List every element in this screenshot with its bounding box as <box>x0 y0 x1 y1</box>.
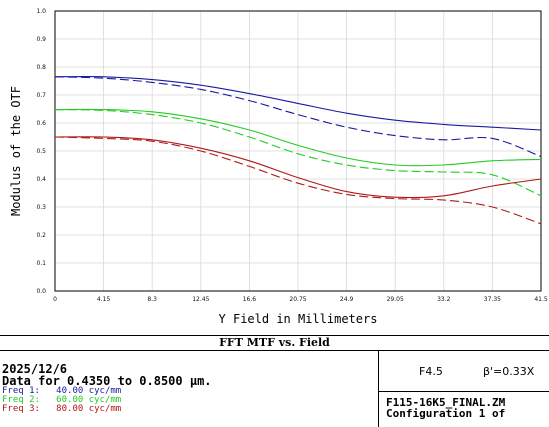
chart-ticks: 0 4.15 8.3 12.45 16.6 20.75 24.9 29.05 33.2 37.35… <box>36 8 547 303</box>
y-tick-label: 0.4 <box>36 176 46 183</box>
x-tick-label: 37.35 <box>484 296 501 303</box>
x-axis-title: Y Field in Millimeters <box>219 312 378 326</box>
y-axis-title: Modulus of the OTF <box>9 86 23 216</box>
mtf-series-line <box>54 136 542 199</box>
lens-specs: F4.5 β'=0.33X <box>379 351 549 392</box>
plot-frame <box>54 10 542 292</box>
x-tick-label: 4.15 <box>97 296 111 303</box>
y-tick-label: 0.8 <box>36 64 46 71</box>
x-tick-label: 16.6 <box>243 296 257 303</box>
x-tick-label: 20.75 <box>289 296 306 303</box>
magnification: β'=0.33X <box>483 365 535 378</box>
frequency-legend-entry: Freq 2: 60.00 cyc/mm <box>2 395 122 405</box>
y-tick-label: 1.0 <box>36 8 46 15</box>
analysis-info: 2025/12/6 Data for 0.4350 to 0.8500 µm. … <box>2 363 212 414</box>
y-tick-label: 0.3 <box>36 204 46 211</box>
mtf-series-line <box>54 76 542 131</box>
x-tick-label: 24.9 <box>340 296 354 303</box>
chart-series <box>54 76 542 225</box>
x-tick-label: 33.2 <box>437 296 451 303</box>
frequency-legend: Freq 1: 40.00 cyc/mm Freq 2: 60.00 cyc/mm… <box>2 387 212 414</box>
x-tick-label: 8.3 <box>147 296 157 303</box>
chart-grid <box>54 10 542 292</box>
x-tick-label: 29.05 <box>387 296 404 303</box>
x-tick-label: 0 <box>53 296 57 303</box>
wavelength-label: Data for 0.4350 to 0.8500 µm. <box>2 374 212 388</box>
x-tick-label: 12.45 <box>192 296 209 303</box>
file-name: F115-16K5_FINAL.ZM <box>386 396 506 409</box>
frequency-legend-entry: Freq 3: 80.00 cyc/mm <box>2 404 122 414</box>
info-panel: FFT MTF vs. Field 2025/12/6 Data for 0.4… <box>0 335 549 427</box>
frequency-legend-entry: Freq 1: 40.00 cyc/mm <box>2 386 122 396</box>
lens-info-box: F4.5 β'=0.33X F115-16K5_FINAL.ZM Configu… <box>378 351 549 427</box>
y-tick-label: 0.9 <box>36 36 46 43</box>
y-tick-label: 0.1 <box>36 260 46 267</box>
configuration-label: Configuration 1 of <box>386 407 506 420</box>
y-tick-label: 0.0 <box>36 288 46 295</box>
chart-title: FFT MTF vs. Field <box>0 336 549 351</box>
y-tick-label: 0.5 <box>36 148 46 155</box>
y-tick-label: 0.7 <box>36 92 46 99</box>
x-tick-label: 41.5 <box>534 296 548 303</box>
file-info: F115-16K5_FINAL.ZM Configuration 1 of <box>386 397 505 419</box>
date-label: 2025/12/6 <box>2 362 68 376</box>
mtf-series-line <box>54 109 542 197</box>
mtf-series-line <box>54 108 542 167</box>
mtf-series-line <box>54 136 542 225</box>
y-tick-label: 0.6 <box>36 120 46 127</box>
y-tick-label: 0.2 <box>36 232 46 239</box>
mtf-series-line <box>54 76 542 158</box>
mtf-chart: 0 4.15 8.3 12.45 16.6 20.75 24.9 29.05 33.2 37.35… <box>9 8 548 326</box>
f-number: F4.5 <box>419 365 443 378</box>
